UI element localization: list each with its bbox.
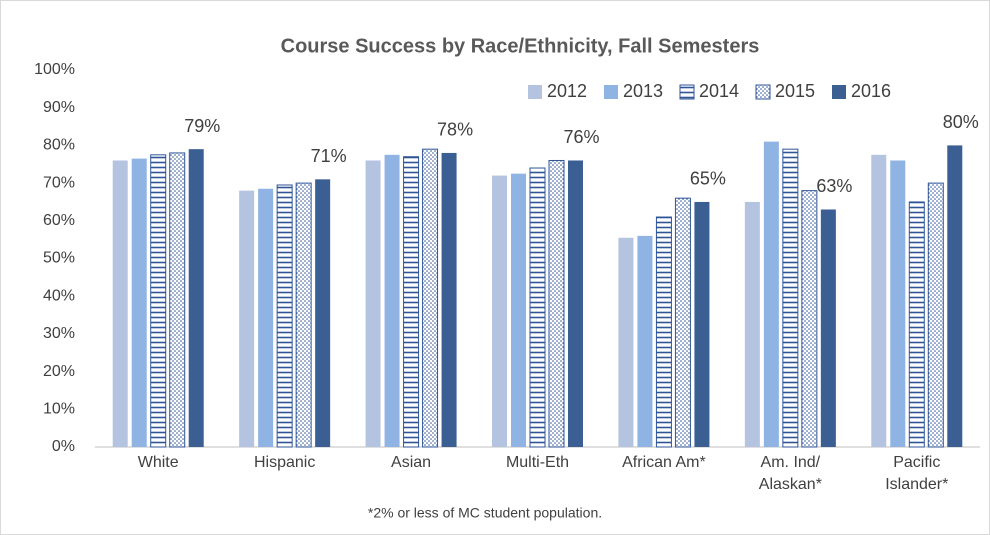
bar (927, 182, 944, 448)
y-tick-label: 100% (34, 61, 75, 78)
bar (655, 216, 672, 448)
x-tick-label: Asian (391, 454, 432, 471)
data-label: 78% (437, 120, 473, 140)
bar (422, 148, 439, 448)
bar (618, 237, 634, 447)
x-tick-label: White (137, 454, 179, 471)
legend-swatch (679, 84, 695, 100)
bar (384, 154, 400, 447)
x-tick-label: African Am* (622, 454, 706, 471)
bar (637, 235, 653, 447)
y-tick-label: 60% (43, 212, 75, 229)
bar (908, 201, 925, 448)
legend-label: 2016 (851, 81, 891, 101)
bar (674, 197, 691, 448)
legend-swatch (604, 85, 618, 99)
y-tick-label: 10% (43, 401, 75, 418)
y-tick-label: 70% (43, 174, 75, 191)
bar (890, 160, 906, 448)
data-label: 80% (943, 112, 979, 132)
bar (801, 190, 818, 448)
legend-label: 2012 (547, 81, 587, 101)
chart-title: Course Success by Race/Ethnicity, Fall S… (281, 35, 760, 57)
bar (947, 145, 963, 447)
data-label: 63% (816, 176, 852, 196)
x-tick-label: Multi-Eth (505, 454, 570, 471)
bar (820, 209, 836, 447)
y-tick-label: 50% (43, 250, 75, 267)
bar (492, 175, 507, 447)
footnote: *2% or less of MC student population. (368, 505, 602, 521)
bar (131, 158, 147, 447)
bar (169, 152, 186, 448)
bar (744, 201, 760, 447)
legend-swatch (528, 85, 542, 99)
bar (763, 141, 779, 447)
bar (511, 173, 526, 448)
bar (871, 154, 887, 447)
bar (295, 182, 312, 448)
bar (188, 149, 204, 448)
bar (276, 184, 293, 448)
legend-label: 2014 (699, 81, 739, 101)
x-tick-label: Am. Ind/ Alaskan* (758, 454, 822, 493)
bar (315, 179, 331, 447)
y-tick-label: 20% (43, 363, 75, 380)
bar (365, 160, 381, 448)
legend-swatch (755, 84, 771, 100)
y-tick-label: 80% (43, 137, 75, 154)
y-tick-label: 0% (52, 438, 75, 455)
legend-swatch (832, 85, 846, 99)
data-label: 76% (563, 127, 599, 147)
bar (529, 167, 546, 448)
bar (568, 160, 583, 448)
bar (441, 152, 457, 447)
data-label: 79% (184, 116, 220, 136)
legend-label: 2013 (623, 81, 663, 101)
legend-label: 2015 (775, 81, 815, 101)
data-label: 65% (690, 169, 726, 189)
y-tick-label: 90% (43, 99, 75, 116)
bar (548, 159, 565, 448)
bar (403, 156, 420, 448)
y-tick-label: 40% (43, 287, 75, 304)
bar (694, 201, 710, 447)
bar (782, 148, 799, 448)
bar (239, 190, 255, 447)
bar (150, 154, 167, 448)
bar (112, 160, 128, 448)
y-tick-label: 30% (43, 325, 75, 342)
x-tick-label: Hispanic (253, 454, 316, 471)
x-tick-label: Pacific Islander* (885, 454, 949, 493)
bar (258, 188, 274, 447)
data-label: 71% (311, 146, 347, 166)
